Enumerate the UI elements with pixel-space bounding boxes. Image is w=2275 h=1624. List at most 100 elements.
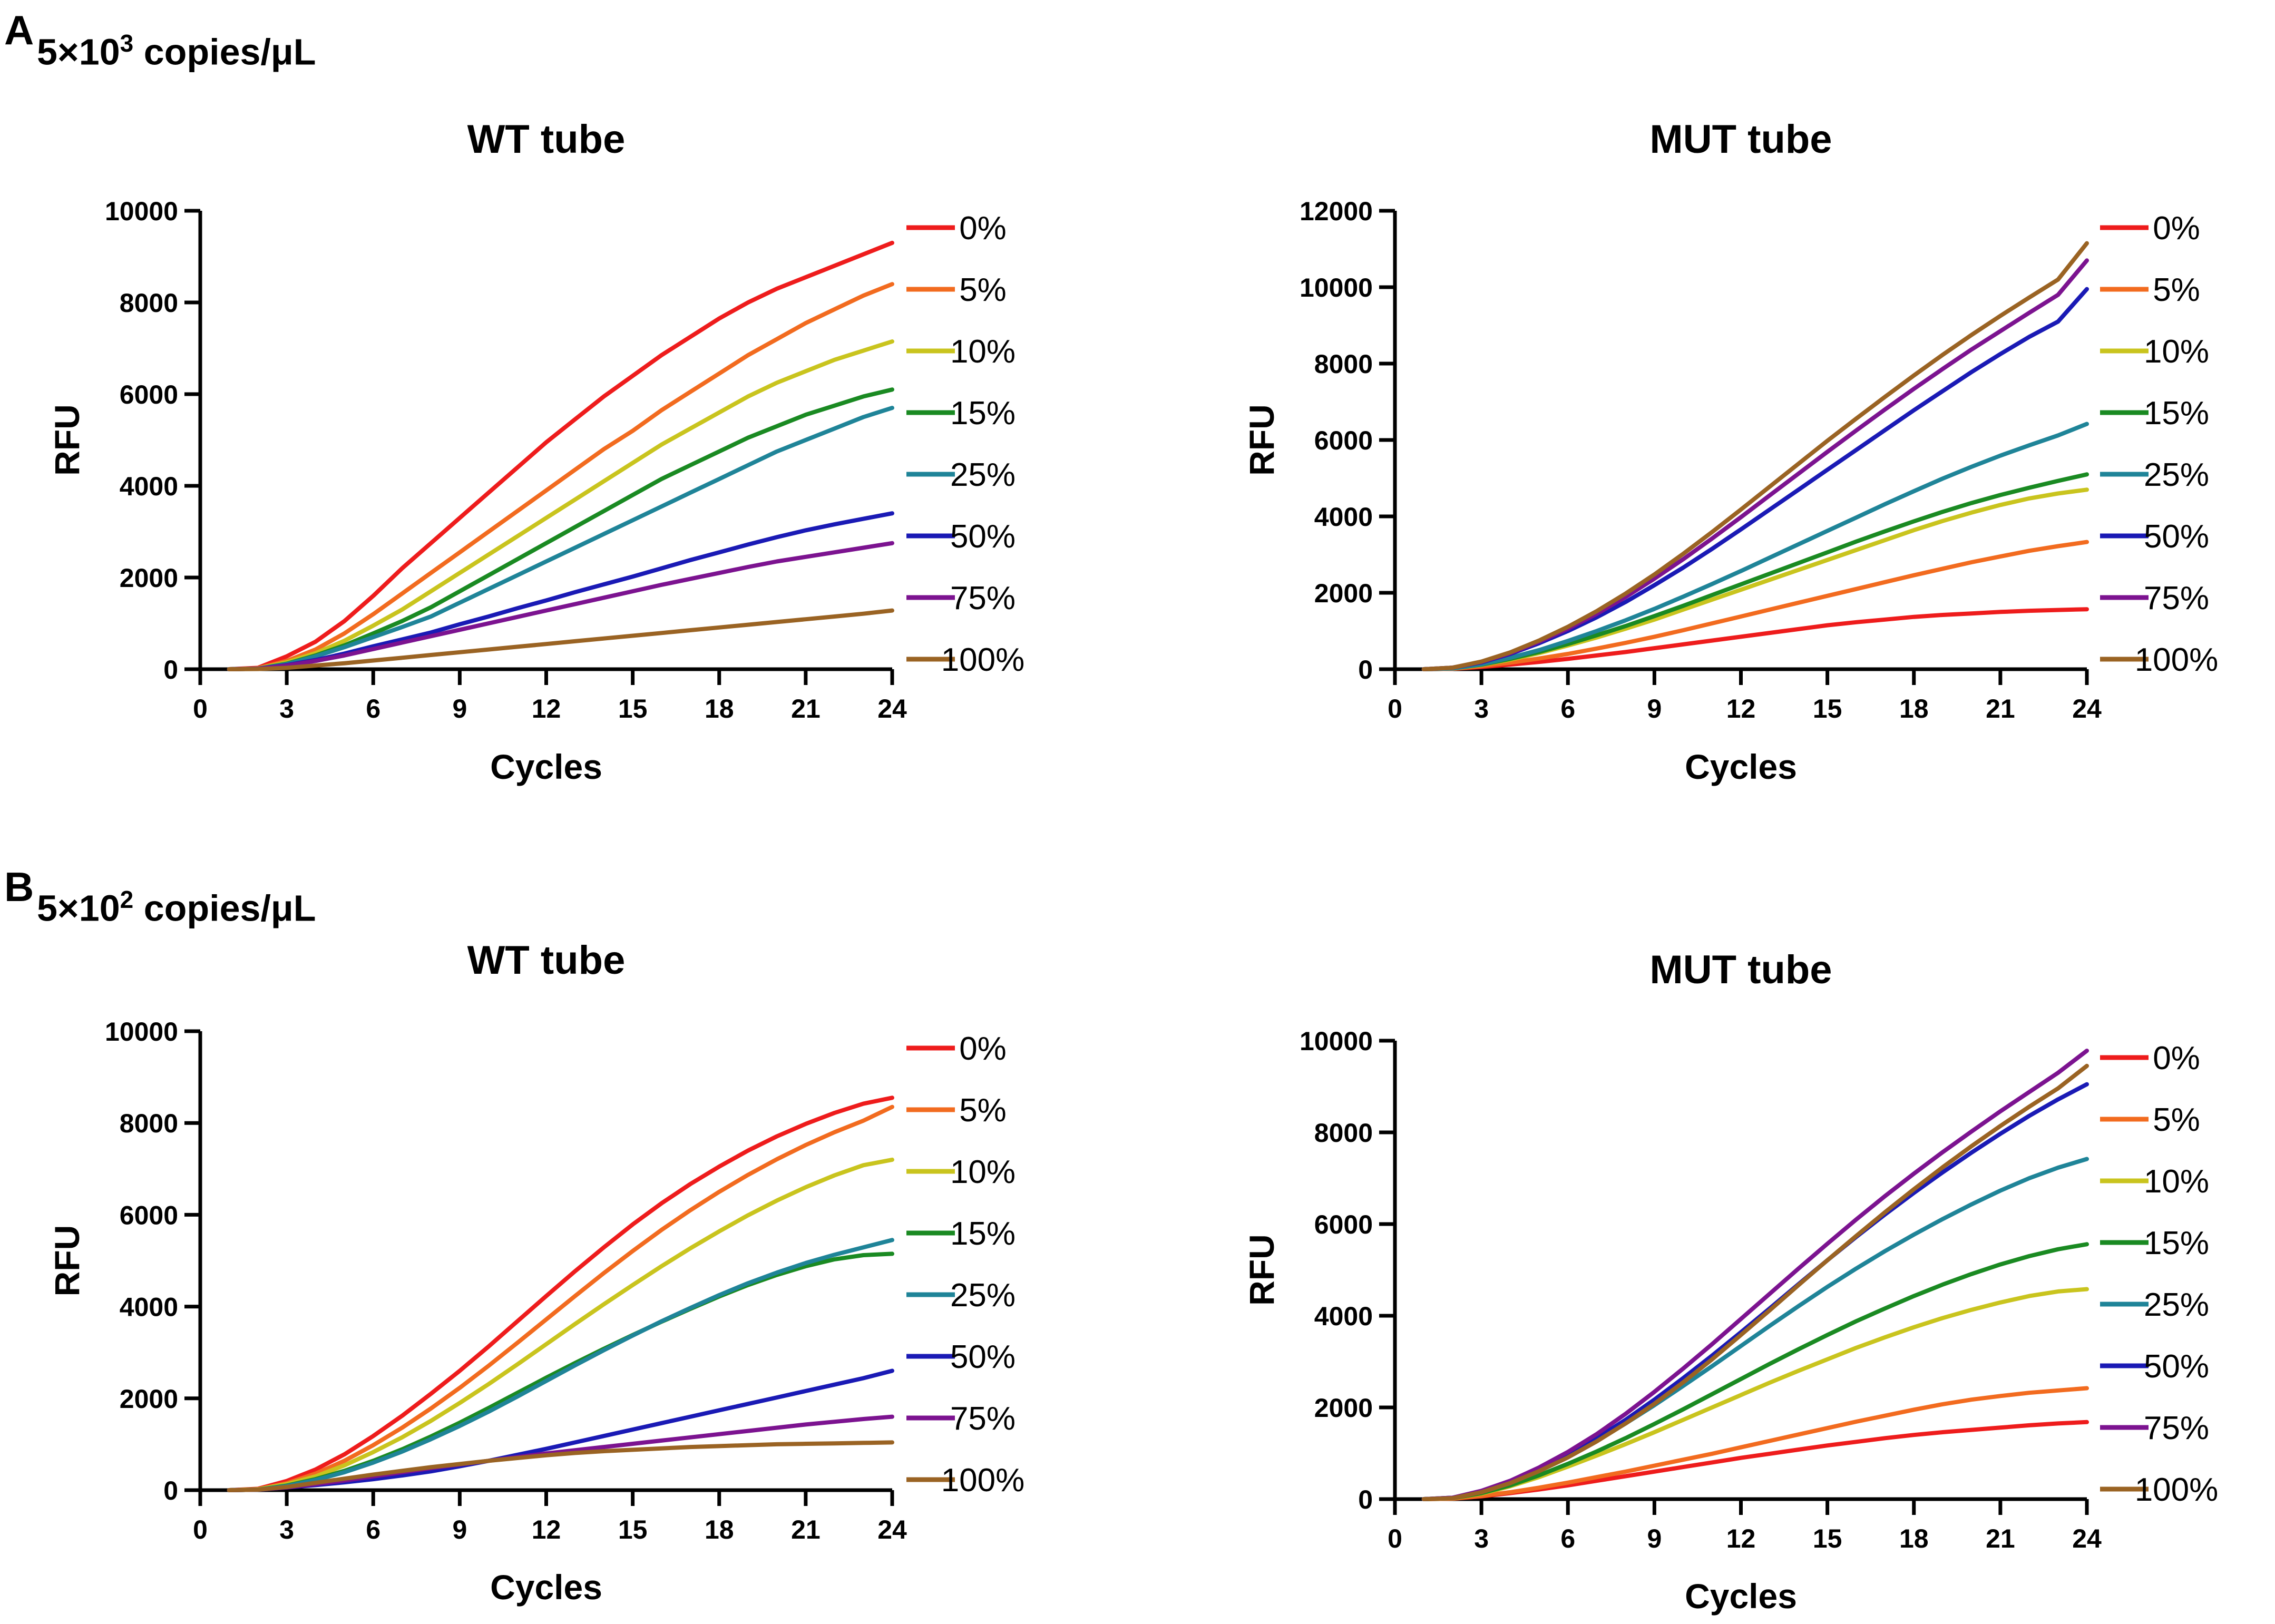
a-wt-x-tick-label: 24 — [877, 694, 907, 723]
b-wt-x-tick-label: 21 — [791, 1515, 821, 1544]
a-mut-y-tick-label: 0 — [1358, 655, 1373, 684]
b-wt-x-tick-label: 0 — [193, 1515, 208, 1544]
a-mut-x-tick-label: 9 — [1647, 694, 1662, 723]
a-wt-x-tick-label: 18 — [705, 694, 734, 723]
b-mut-x-tick-label: 3 — [1474, 1524, 1489, 1553]
b-wt-x-tick-label: 3 — [279, 1515, 294, 1544]
a-wt-legend-label: 75% — [950, 580, 1016, 617]
a-mut-y-tick-label: 8000 — [1314, 349, 1373, 379]
a-wt-legend-label: 25% — [950, 457, 1016, 493]
a-wt-legend: 0% 5% 10% 15% 25% 50% 75% 100% — [906, 210, 1024, 678]
a-mut-chart: MUT tube 0 2000 4000 6000 8000 10000 12000 0 3 6 9 1… — [1242, 117, 2218, 786]
b-wt-x-tick-label: 9 — [452, 1515, 467, 1544]
b-wt-y-tick-label: 8000 — [120, 1109, 178, 1138]
a-mut-legend-label: 100% — [2135, 642, 2219, 678]
a-mut-x-tick-label: 3 — [1474, 694, 1489, 723]
b-wt-y-axis-label: RFU — [47, 1225, 86, 1297]
b-wt-x-tick-label: 15 — [618, 1515, 648, 1544]
panel-a-heading-prefix: 5×10 — [37, 31, 120, 73]
a-mut-y-tick-label: 2000 — [1314, 579, 1373, 608]
a-wt-legend-label: 15% — [950, 395, 1016, 432]
a-mut-y-tick-label: 10000 — [1300, 273, 1373, 302]
b-wt-legend-label: 100% — [941, 1462, 1025, 1499]
b-mut-x-axis-label: Cycles — [1685, 1577, 1797, 1616]
b-wt-legend-label: 0% — [959, 1031, 1007, 1067]
b-wt-series-10pct — [227, 1157, 894, 1492]
a-mut-x-tick-label: 21 — [1986, 694, 2015, 723]
a-wt-y-tick-label: 8000 — [120, 288, 178, 318]
b-wt-x-tick-label: 12 — [532, 1515, 561, 1544]
b-wt-legend-label: 10% — [950, 1154, 1016, 1190]
a-wt-series-10pct — [227, 339, 894, 671]
panel-b-heading-suffix: copies/μL — [133, 887, 316, 929]
b-mut-legend-label: 15% — [2144, 1225, 2209, 1261]
panel-b-heading-exponent: 2 — [120, 886, 134, 913]
a-mut-legend-label: 15% — [2144, 395, 2209, 432]
a-wt-x-axis-label: Cycles — [490, 747, 602, 786]
a-wt-title: WT tube — [467, 117, 626, 162]
a-wt-x-tick-label: 3 — [279, 694, 294, 723]
b-mut-legend-label: 75% — [2144, 1410, 2209, 1446]
a-wt-chart: WT tube 0 2000 4000 6000 8000 10000 0 3 6 9 12 15 18 2… — [47, 117, 1024, 786]
b-mut-y-tick-label: 6000 — [1314, 1210, 1373, 1239]
a-mut-y-tick-label: 4000 — [1314, 502, 1373, 532]
a-wt-x-tick-label: 12 — [532, 694, 561, 723]
a-mut-legend-label: 75% — [2144, 580, 2209, 617]
b-mut-series-75pct — [1421, 1049, 2089, 1501]
a-mut-series-100pct — [1421, 241, 2089, 671]
a-mut-legend-label: 5% — [2153, 272, 2200, 308]
b-mut-x-tick-label: 6 — [1560, 1524, 1575, 1553]
b-mut-title: MUT tube — [1649, 947, 1832, 992]
a-mut-x-tick-label: 6 — [1560, 694, 1575, 723]
b-wt-title: WT tube — [467, 938, 626, 983]
b-wt-y-tick-label: 0 — [163, 1476, 178, 1505]
b-mut-y-tick-label: 2000 — [1314, 1393, 1373, 1423]
a-mut-legend-label: 10% — [2144, 334, 2209, 370]
b-wt-y-tick-label: 6000 — [120, 1200, 178, 1230]
b-mut-legend-label: 10% — [2144, 1163, 2209, 1200]
a-mut-x-tick-label: 24 — [2072, 694, 2102, 723]
b-mut-y-axis-label: RFU — [1242, 1234, 1281, 1306]
b-wt-legend-label: 50% — [950, 1339, 1016, 1375]
b-mut-x-tick-label: 15 — [1813, 1524, 1842, 1553]
b-mut-y-tick-label: 8000 — [1314, 1118, 1373, 1148]
a-wt-y-tick-label: 4000 — [120, 472, 178, 501]
panel-b-heading-prefix: 5×10 — [37, 887, 120, 929]
b-wt-series-0pct — [227, 1095, 894, 1492]
b-mut-x-tick-label: 24 — [2072, 1524, 2102, 1553]
a-wt-y-axis-label: RFU — [47, 404, 86, 476]
a-wt-x-tick-label: 9 — [452, 694, 467, 723]
a-mut-title: MUT tube — [1649, 117, 1832, 162]
panel-a-letter: A — [4, 7, 34, 53]
a-wt-x-tick-label: 21 — [791, 694, 821, 723]
b-mut-series-5pct — [1421, 1386, 2089, 1501]
panel-a-heading-exponent: 3 — [120, 30, 134, 57]
a-wt-x-tick-label: 6 — [366, 694, 380, 723]
b-mut-legend-label: 100% — [2135, 1472, 2219, 1508]
b-mut-y-tick-label: 10000 — [1300, 1026, 1373, 1056]
a-wt-legend-label: 0% — [959, 210, 1007, 247]
b-mut-chart: MUT tube 0 2000 4000 6000 8000 10000 0 3 6 9 12 15 18… — [1242, 947, 2218, 1616]
b-wt-x-tick-label: 18 — [705, 1515, 734, 1544]
b-wt-legend-label: 5% — [959, 1092, 1007, 1129]
b-mut-series-50pct — [1421, 1082, 2089, 1501]
b-wt-legend-label: 15% — [950, 1216, 1016, 1252]
a-mut-legend-label: 50% — [2144, 518, 2209, 555]
b-mut-x-tick-label: 12 — [1726, 1524, 1756, 1553]
a-mut-series-5pct — [1421, 540, 2089, 671]
b-wt-x-tick-label: 6 — [366, 1515, 380, 1544]
b-wt-legend-label: 75% — [950, 1401, 1016, 1437]
a-wt-y-tick-label: 2000 — [120, 563, 178, 593]
a-wt-legend-label: 10% — [950, 334, 1016, 370]
a-mut-series-25pct — [1421, 422, 2089, 671]
a-mut-x-tick-label: 12 — [1726, 694, 1756, 723]
b-wt-x-axis-label: Cycles — [490, 1568, 602, 1607]
b-mut-legend-label: 50% — [2144, 1348, 2209, 1385]
b-wt-y-tick-label: 4000 — [120, 1293, 178, 1322]
panel-b-letter: B — [4, 864, 34, 910]
a-mut-series-0pct — [1421, 607, 2089, 671]
a-mut-y-tick-label: 6000 — [1314, 426, 1373, 455]
a-wt-series-0pct — [227, 240, 894, 671]
a-wt-y-tick-label: 0 — [163, 655, 178, 684]
b-mut-series-15pct — [1421, 1242, 2089, 1501]
